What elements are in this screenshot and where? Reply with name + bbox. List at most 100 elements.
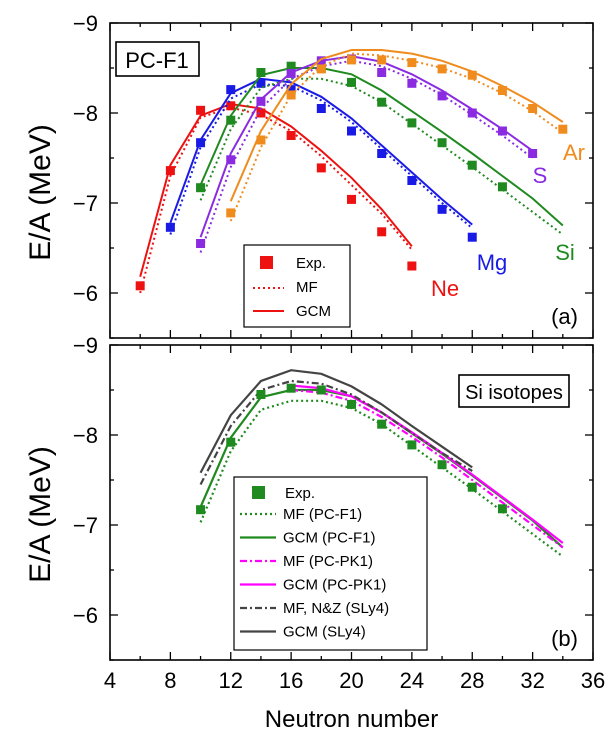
exp-point bbox=[256, 68, 266, 77]
exp-point bbox=[437, 91, 447, 101]
y-tick-label: −9 bbox=[73, 11, 98, 36]
exp-point bbox=[316, 385, 326, 395]
x-tick-label: 24 bbox=[400, 668, 424, 693]
exp-point bbox=[286, 85, 296, 95]
panel-tag: (b) bbox=[551, 626, 578, 651]
x-tick-label: 12 bbox=[219, 668, 243, 693]
y-tick-label: −9 bbox=[73, 333, 98, 358]
exp-point bbox=[407, 78, 417, 88]
x-tick-label: 28 bbox=[460, 668, 484, 693]
exp-point bbox=[226, 155, 236, 165]
series-s: S bbox=[196, 54, 548, 253]
x-tick-label: 16 bbox=[279, 668, 303, 693]
panel-label-box bbox=[458, 374, 570, 408]
exp-point bbox=[407, 58, 417, 68]
panel-label: PC-F1 bbox=[125, 48, 189, 73]
exp-point bbox=[316, 104, 326, 113]
series-label-s: S bbox=[533, 163, 548, 188]
legend-label: MF (PC-PK1) bbox=[283, 553, 373, 570]
exp-point bbox=[528, 104, 538, 113]
exp-point bbox=[467, 70, 477, 80]
legend-label: MF, N&Z (SLy4) bbox=[283, 600, 389, 617]
exp-point bbox=[347, 399, 356, 409]
exp-point bbox=[165, 222, 175, 232]
exp-point bbox=[256, 390, 266, 399]
legend: Exp. MF (PC-F1) GCM (PC-F1) MF (PC-PK1) GCM … bbox=[233, 476, 428, 651]
mf-line-mg bbox=[169, 83, 473, 235]
panel-b: −6 −7 −8 −9 E/A (MeV) (b) Si isotopes Exp. MF (P… bbox=[24, 333, 605, 733]
exp-point bbox=[196, 138, 206, 148]
exp-point bbox=[196, 239, 206, 248]
x-tick-label: 20 bbox=[339, 668, 363, 693]
exp-point bbox=[497, 86, 507, 95]
exp-point bbox=[196, 105, 206, 115]
exp-point bbox=[226, 101, 236, 111]
exp-point bbox=[286, 68, 296, 78]
x-tick-label: 8 bbox=[164, 668, 176, 693]
panel-tag: (a) bbox=[551, 304, 578, 329]
series-si: Si bbox=[196, 61, 575, 265]
exp-point bbox=[226, 437, 236, 447]
exp-point bbox=[437, 64, 447, 74]
y-axis-label: E/A (MeV) bbox=[24, 446, 57, 583]
x-tick-label: 36 bbox=[581, 668, 605, 693]
gcm-line-mg bbox=[169, 77, 473, 226]
exp-point bbox=[286, 383, 296, 393]
exp-point bbox=[377, 97, 387, 107]
legend-label: MF (PC-F1) bbox=[283, 506, 362, 523]
exp-point bbox=[467, 108, 477, 118]
mf-line-ar bbox=[229, 52, 564, 222]
exp-point bbox=[347, 77, 356, 87]
exp-point bbox=[226, 208, 236, 218]
exp-point bbox=[256, 78, 266, 88]
legend-label: GCM (SLy4) bbox=[283, 624, 366, 641]
exp-point bbox=[437, 138, 447, 148]
exp-point bbox=[558, 124, 568, 134]
legend-label: GCM bbox=[296, 303, 331, 320]
series-line bbox=[199, 379, 473, 486]
exp-point bbox=[316, 64, 326, 74]
series-line bbox=[199, 369, 473, 474]
y-tick-label: −6 bbox=[73, 603, 98, 628]
y-tick-label: −6 bbox=[73, 281, 98, 306]
exp-point bbox=[135, 281, 145, 291]
exp-point bbox=[377, 149, 387, 158]
panel-a: −6 −7 −8 −9 E/A (MeV) (a) PC-F1 Ne Mg Si S Ar Exp. MF… bbox=[24, 11, 594, 339]
legend-label: GCM (PC-F1) bbox=[283, 530, 376, 547]
x-tick-label: 4 bbox=[104, 668, 116, 693]
exp-point bbox=[286, 131, 296, 140]
exp-point bbox=[286, 90, 296, 100]
panel-label: Si isotopes bbox=[465, 382, 563, 404]
exp-point bbox=[528, 149, 538, 158]
series-ar: Ar bbox=[226, 49, 585, 222]
y-tick-label: −7 bbox=[73, 191, 98, 216]
y-tick-label: −7 bbox=[73, 513, 98, 538]
exp-point bbox=[226, 85, 236, 95]
gcm-line-ar bbox=[229, 49, 564, 202]
panel-label-box bbox=[115, 41, 200, 77]
mf-line-s bbox=[199, 59, 534, 253]
exp-point bbox=[437, 460, 447, 470]
series-line bbox=[291, 388, 564, 549]
series-label-ne: Ne bbox=[431, 276, 459, 301]
exp-point bbox=[256, 108, 266, 118]
legend-label: GCM (PC-PK1) bbox=[283, 577, 386, 594]
y-tick-label: −8 bbox=[73, 101, 98, 126]
gcm-line-ne bbox=[139, 102, 413, 278]
series-mg: Mg bbox=[165, 77, 507, 275]
exp-point bbox=[497, 126, 507, 136]
legend-marker-exp bbox=[260, 256, 273, 269]
exp-point bbox=[467, 232, 477, 242]
exp-point bbox=[316, 163, 326, 173]
exp-point bbox=[165, 166, 175, 176]
series-label-ar: Ar bbox=[563, 140, 585, 165]
exp-point bbox=[347, 194, 356, 204]
y-axis-label: E/A (MeV) bbox=[24, 124, 57, 261]
legend-marker-exp bbox=[252, 486, 265, 499]
series-ne: Ne bbox=[135, 101, 459, 301]
x-axis-label: Neutron number bbox=[265, 706, 438, 733]
legend-label: Exp. bbox=[285, 485, 315, 502]
legend-label: Exp. bbox=[296, 255, 326, 272]
exp-point bbox=[467, 482, 477, 492]
exp-point bbox=[286, 61, 296, 71]
